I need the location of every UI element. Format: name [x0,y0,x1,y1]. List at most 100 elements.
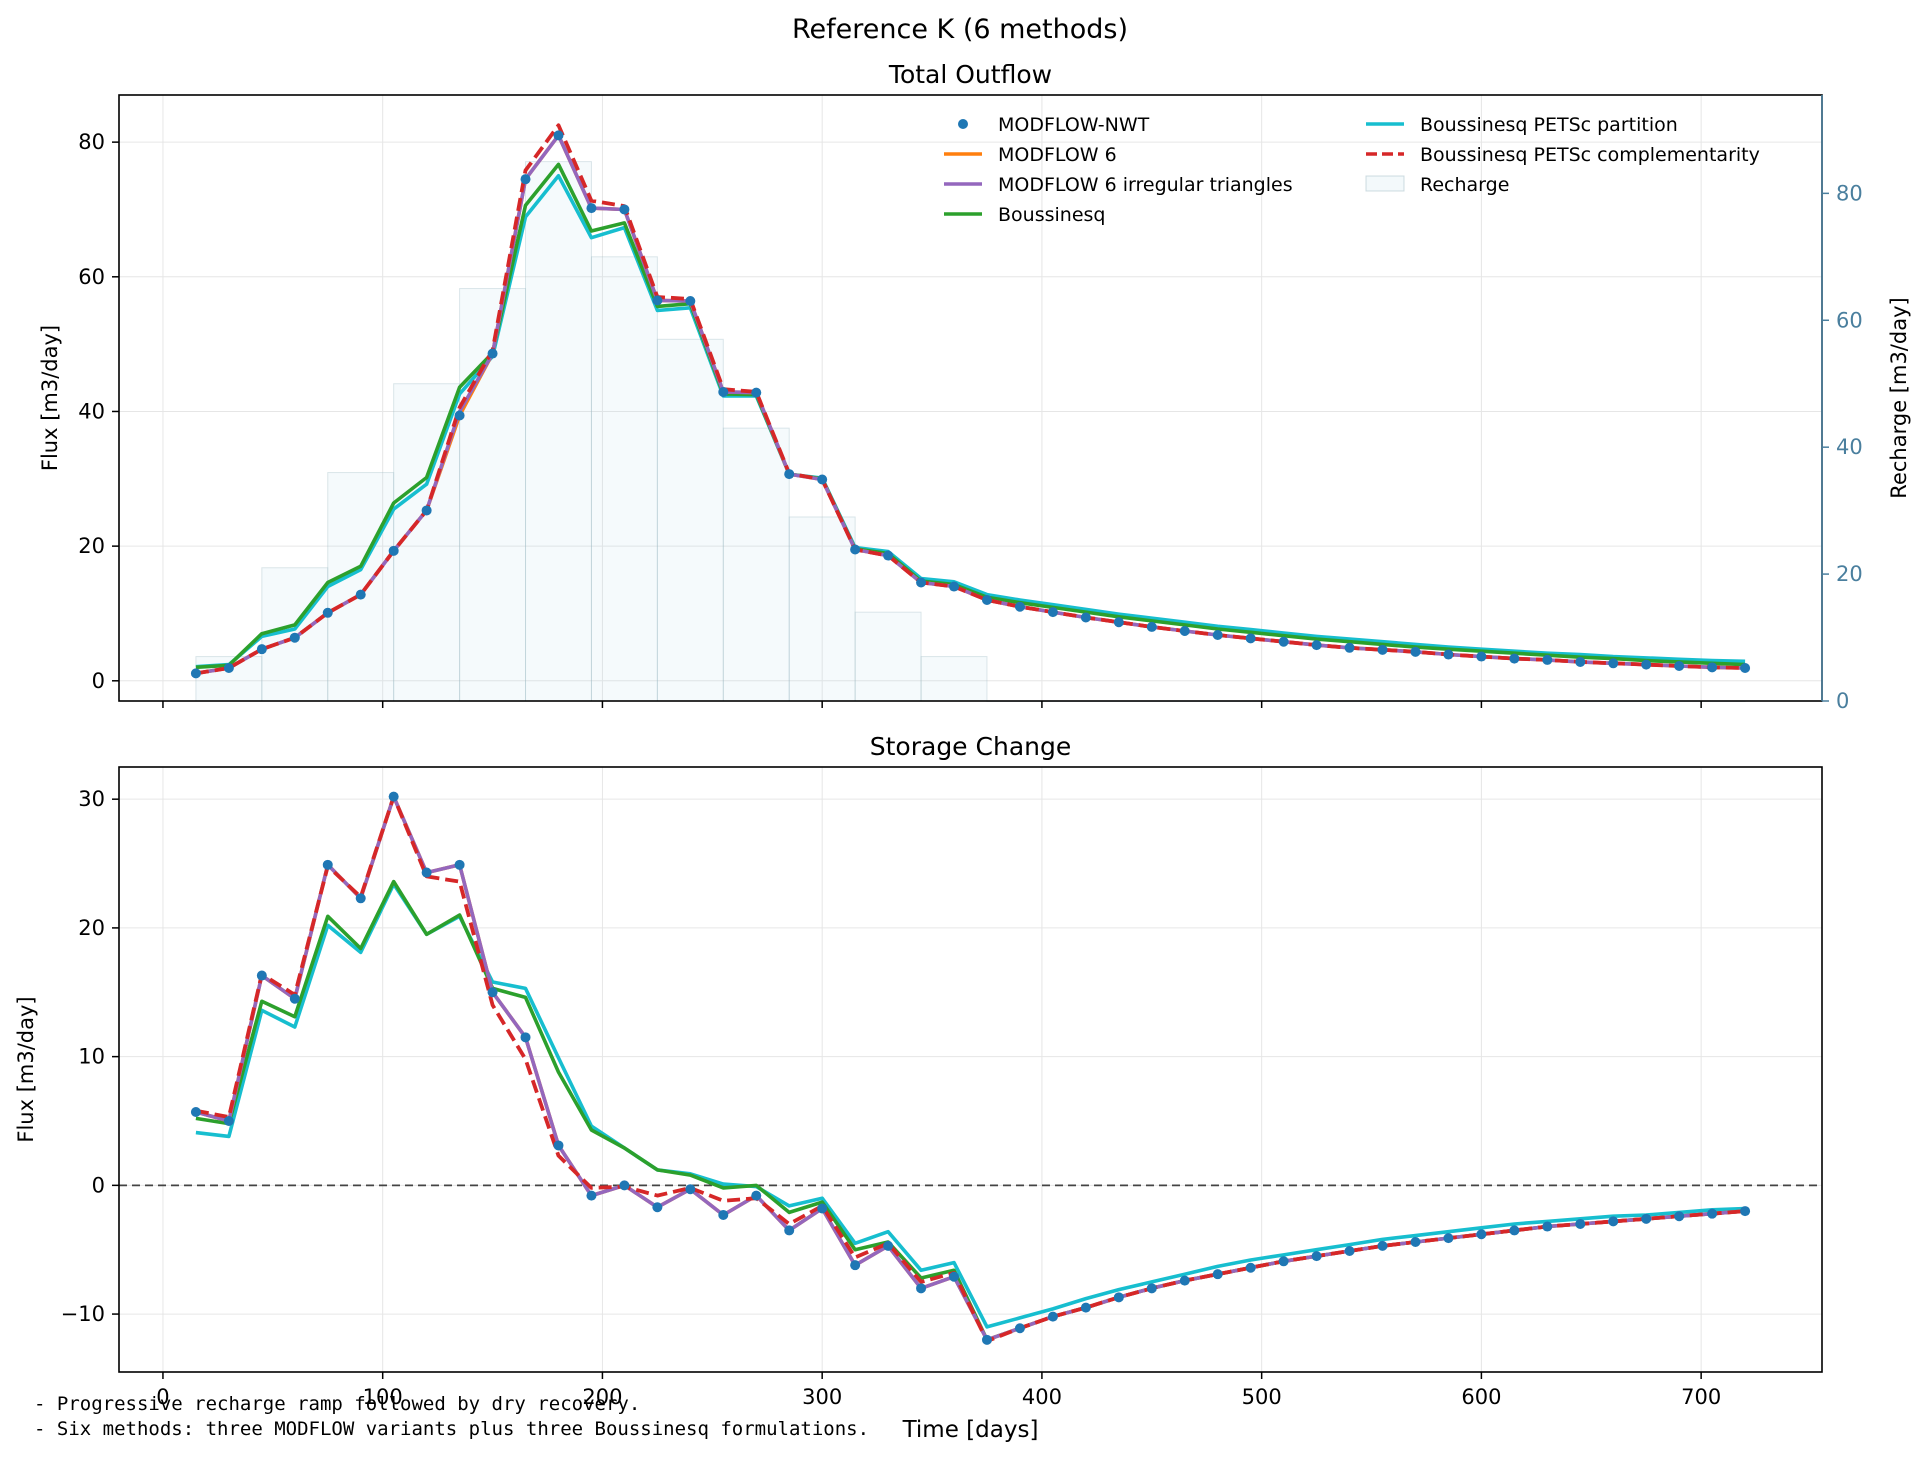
x-axis [162,701,1702,708]
data-point [817,474,828,485]
data-point [1740,1206,1751,1217]
data-point [718,1209,729,1220]
y-axis-label: Flux [m3/day] [38,325,62,471]
series-boussinesq-petsc-complementarity-line [195,123,1746,676]
x-tick-label: 200 [582,1385,622,1409]
data-point [1608,1216,1619,1227]
storage-change-panel: 0 100 200 300 400 500 600 700 −10 0 10 20 30 Storage … [14,732,1823,1443]
data-point [981,1334,992,1345]
recharge-bar [722,427,790,702]
data-point [388,791,399,802]
legend-label: Recharge [1420,174,1509,196]
x-tick-label: 600 [1461,1385,1501,1409]
data-point [1014,1323,1025,1334]
data-point [850,1260,861,1271]
x-axis: 0 100 200 300 400 500 600 700 [156,1372,1721,1409]
y2-tick-label: 0 [1836,689,1849,713]
data-point [685,1184,696,1195]
data-point [1080,1302,1091,1313]
y-tick-label: 40 [78,399,105,423]
data-point [1278,636,1289,647]
data-point [1641,1213,1652,1224]
figure-title: Reference K (6 methods) [792,14,1128,45]
data-point [553,1140,564,1151]
data-point [1476,1229,1487,1240]
series-boussinesq-line [195,162,1746,670]
recharge-bar [195,656,263,702]
series-boussinesq-petsc-partition-line [195,882,1746,1329]
data-point [916,1283,927,1294]
x-tick-label: 500 [1242,1385,1282,1409]
legend-item-boussinesq-petsc-partition: Boussinesq PETSc partition [1366,114,1678,136]
data-point [1707,662,1718,673]
data-point [1344,642,1355,653]
data-point [949,1271,960,1282]
data-point [256,644,267,655]
series-boussinesq-line [195,879,1746,1342]
data-point [190,1106,201,1117]
data-point [586,203,597,214]
data-point [1080,612,1091,623]
data-point [1674,1211,1685,1222]
legend-label: Boussinesq [998,204,1105,226]
data-point [1377,1240,1388,1251]
data-point [388,545,399,556]
data-point [1542,654,1553,665]
data-point [949,581,960,592]
legend-label: Boussinesq PETSc partition [1420,114,1678,136]
data-point [1146,1283,1157,1294]
data-point [1443,649,1454,660]
data-point [190,668,201,679]
recharge-bar [525,161,592,702]
data-point [487,987,498,998]
y2-axis: 0 20 40 60 80 Recharge [m3/day] [1821,95,1911,713]
data-point [1674,660,1685,671]
data-point [718,386,729,397]
data-point [322,859,333,870]
data-point [1707,1208,1718,1219]
y-tick-label: 0 [92,1173,105,1197]
note-line-1: - Progressive recharge ramp followed by … [34,1393,641,1415]
data-point [1740,663,1751,674]
data-point [751,387,762,398]
y-axis-label: Flux [m3/day] [14,996,38,1142]
data-point [223,663,234,674]
legend-label: Boussinesq PETSc complementarity [1420,144,1760,166]
legend-item-boussinesq: Boussinesq [944,204,1105,226]
grid-lines [119,95,1822,701]
data-point [520,1032,531,1043]
data-point [1509,653,1520,664]
recharge-bar [327,472,395,702]
x-tick-label: 700 [1681,1385,1721,1409]
y2-tick-label: 60 [1836,308,1863,332]
y-tick-label: 30 [78,787,105,811]
x-tick-label: 400 [1022,1385,1062,1409]
data-point [784,469,795,480]
x-tick-label: 100 [363,1385,403,1409]
data-point [784,1225,795,1236]
data-point [619,1180,630,1191]
recharge-bar [788,516,856,702]
data-point [1575,1218,1586,1229]
recharge-bar [920,656,988,702]
data-point [1113,1292,1124,1303]
data-point [1245,1262,1256,1273]
data-point [487,348,498,359]
recharge-bar [656,338,724,702]
legend-marker [958,119,968,129]
data-point [421,505,432,516]
data-point [850,544,861,555]
data-point [1014,601,1025,612]
data-point [652,1202,663,1213]
data-point [1179,625,1190,636]
data-point [883,550,894,561]
data-point [553,130,564,141]
series-modflow-nwt [190,130,1751,679]
panel-title: Total Outflow [888,60,1052,89]
legend-item-modflow-6-irregular-triangles: MODFLOW 6 irregular triangles [944,174,1293,196]
data-point [520,174,531,185]
x-axis-label: Time [days] [902,1417,1039,1443]
recharge-bar [590,256,658,702]
legend-label: MODFLOW 6 [998,144,1117,166]
data-point [1542,1221,1553,1232]
